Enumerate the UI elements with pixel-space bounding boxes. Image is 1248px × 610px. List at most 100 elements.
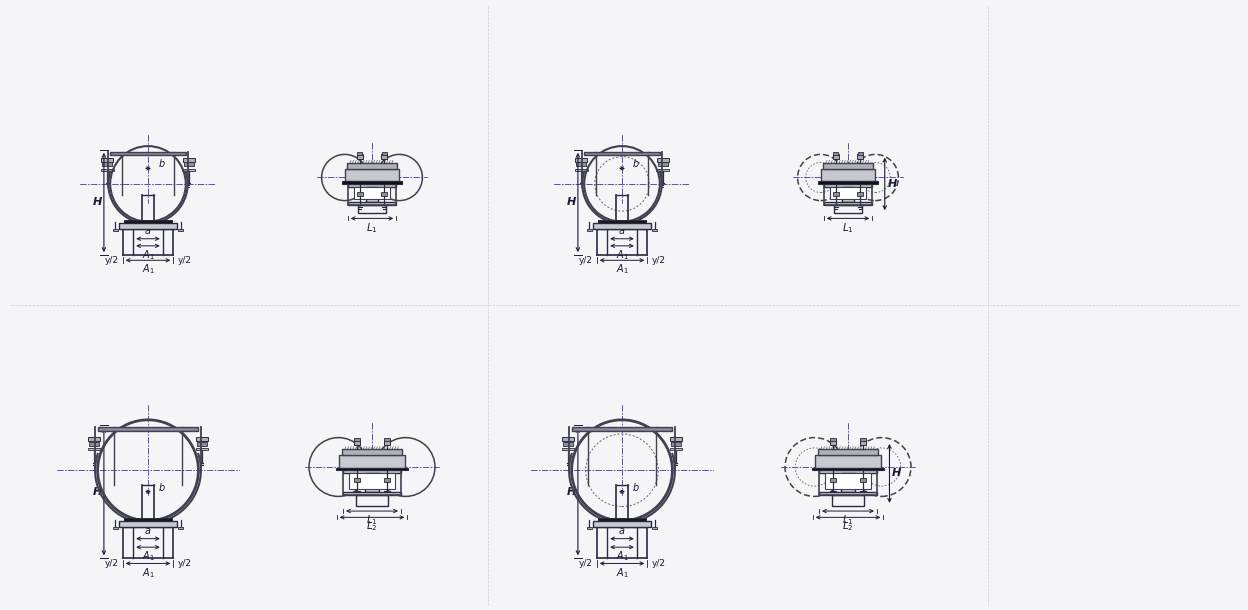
- Bar: [344, 169, 399, 181]
- Bar: [183, 158, 195, 162]
- Bar: [670, 437, 681, 442]
- Bar: [653, 229, 656, 231]
- Bar: [354, 478, 361, 483]
- Bar: [101, 168, 114, 171]
- Bar: [593, 521, 651, 526]
- Bar: [562, 448, 574, 450]
- Bar: [119, 223, 177, 229]
- Bar: [830, 438, 836, 441]
- Bar: [384, 440, 391, 445]
- Bar: [812, 468, 884, 470]
- Bar: [577, 162, 587, 167]
- Bar: [384, 478, 391, 483]
- Bar: [178, 229, 183, 231]
- Bar: [342, 450, 402, 455]
- Text: $L_2$: $L_2$: [366, 520, 378, 534]
- Text: H: H: [887, 179, 897, 189]
- Bar: [656, 158, 669, 162]
- Text: $L_1$: $L_1$: [842, 221, 854, 234]
- Text: l: l: [846, 470, 850, 481]
- Text: a: a: [619, 226, 625, 237]
- Text: H: H: [567, 487, 577, 497]
- Bar: [842, 187, 854, 202]
- Text: y/2: y/2: [105, 559, 119, 568]
- Bar: [817, 181, 877, 184]
- Bar: [821, 169, 875, 181]
- Bar: [343, 470, 401, 473]
- Bar: [197, 442, 207, 446]
- Bar: [656, 168, 669, 171]
- Bar: [653, 526, 656, 529]
- Bar: [860, 440, 866, 445]
- Bar: [336, 468, 408, 470]
- Text: y/2: y/2: [651, 559, 665, 568]
- Bar: [832, 495, 864, 506]
- Bar: [832, 154, 839, 159]
- Bar: [835, 205, 861, 213]
- Text: y/2: y/2: [177, 256, 191, 265]
- Text: $A_1$: $A_1$: [141, 262, 155, 276]
- Bar: [572, 428, 673, 431]
- Bar: [830, 440, 836, 445]
- Bar: [857, 154, 864, 159]
- Text: $A_1$: $A_1$: [615, 248, 629, 262]
- Bar: [587, 229, 592, 231]
- Bar: [830, 187, 866, 199]
- Bar: [670, 448, 683, 450]
- Bar: [357, 151, 362, 155]
- Text: H: H: [92, 198, 102, 207]
- Bar: [178, 526, 183, 529]
- Bar: [114, 229, 117, 231]
- Text: $A_1$: $A_1$: [141, 549, 155, 563]
- Text: b: b: [158, 483, 165, 492]
- Bar: [114, 526, 117, 529]
- Bar: [353, 187, 391, 199]
- Text: H: H: [92, 487, 102, 497]
- Bar: [182, 168, 195, 171]
- Text: $A_1$: $A_1$: [615, 549, 629, 563]
- Bar: [658, 162, 668, 167]
- Bar: [834, 151, 839, 155]
- Text: b: b: [158, 159, 165, 169]
- Bar: [364, 473, 379, 492]
- Bar: [670, 442, 681, 446]
- Text: H: H: [892, 468, 901, 478]
- Bar: [857, 192, 864, 196]
- Bar: [825, 473, 871, 489]
- Bar: [841, 473, 855, 492]
- Text: l: l: [371, 470, 373, 481]
- Bar: [819, 470, 877, 495]
- Bar: [125, 518, 171, 521]
- Bar: [593, 223, 651, 229]
- Text: H: H: [567, 198, 577, 207]
- Text: $L_1$: $L_1$: [366, 221, 378, 234]
- Bar: [342, 181, 402, 184]
- Text: y/2: y/2: [579, 559, 593, 568]
- Bar: [587, 526, 592, 529]
- Bar: [89, 442, 100, 446]
- Bar: [599, 220, 645, 223]
- Bar: [819, 492, 877, 495]
- Text: b: b: [633, 483, 639, 492]
- Bar: [349, 473, 396, 489]
- Bar: [357, 154, 363, 159]
- Text: l: l: [846, 182, 850, 192]
- Bar: [356, 495, 388, 506]
- Bar: [358, 205, 386, 213]
- Bar: [824, 184, 872, 205]
- Bar: [381, 154, 387, 159]
- Text: $A_1$: $A_1$: [141, 248, 155, 262]
- Bar: [824, 184, 872, 187]
- Bar: [110, 152, 186, 156]
- Text: $L_2$: $L_2$: [842, 520, 854, 534]
- Bar: [348, 184, 396, 187]
- Bar: [196, 437, 207, 442]
- Bar: [338, 455, 406, 468]
- Bar: [87, 448, 100, 450]
- Bar: [563, 437, 574, 442]
- Bar: [575, 158, 587, 162]
- Bar: [824, 163, 872, 169]
- Bar: [343, 492, 401, 495]
- Bar: [354, 438, 359, 441]
- Bar: [830, 478, 836, 483]
